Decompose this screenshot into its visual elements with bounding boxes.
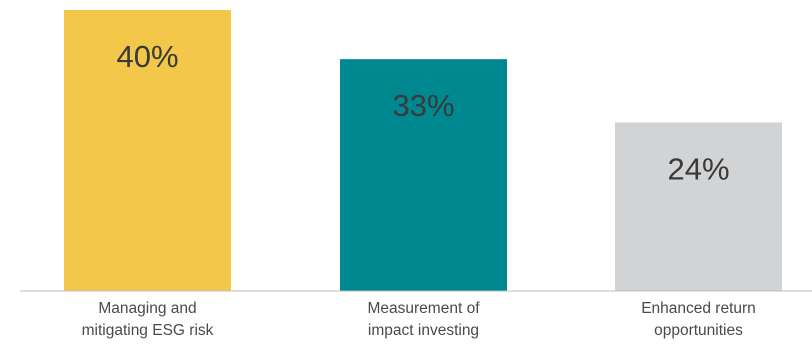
bars-layer	[64, 10, 782, 292]
bar-3	[615, 122, 782, 292]
bar-value-label-3: 24%	[667, 151, 729, 186]
category-labels-layer: Managing and mitigating ESG risk Measureme…	[82, 300, 756, 339]
category-label-1-line-1: Managing and	[98, 300, 196, 317]
bar-value-label-1: 40%	[116, 39, 178, 74]
category-label-2-line-2: impact investing	[368, 322, 479, 339]
category-label-1-line-2: mitigating ESG risk	[82, 322, 214, 339]
category-label-3-line-1: Enhanced return	[641, 300, 756, 317]
bar-value-label-2: 33%	[392, 88, 454, 123]
value-labels-layer: 40% 33% 24%	[116, 39, 729, 186]
bar-1	[64, 10, 231, 291]
category-label-2-line-1: Measurement of	[368, 300, 481, 317]
category-label-3-line-2: opportunities	[654, 322, 743, 339]
bar-2	[340, 59, 507, 291]
